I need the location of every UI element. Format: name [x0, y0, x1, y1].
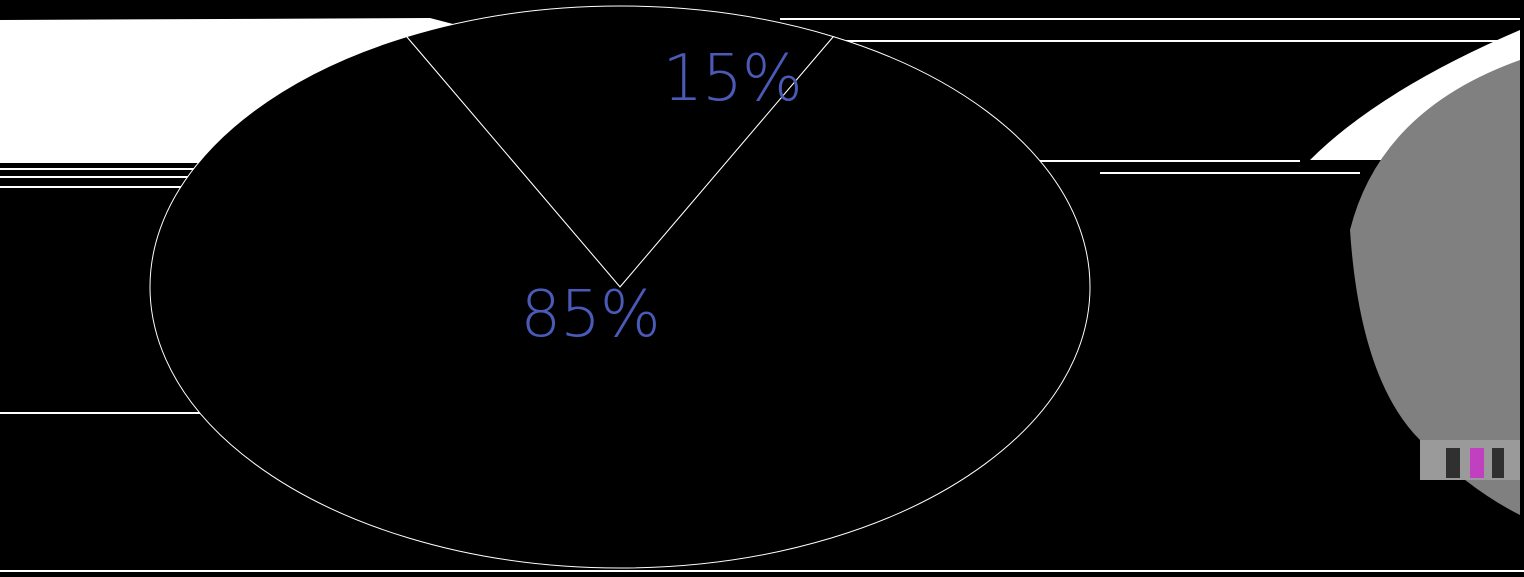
dark-glitch-bar — [1492, 448, 1504, 478]
dark-glitch-bar — [1446, 448, 1460, 478]
magenta-glitch-bar — [1470, 448, 1484, 478]
white-glitch-line — [1100, 172, 1360, 174]
slice-percentage-label: 15% — [662, 42, 801, 116]
pie-labels: 15% 85% — [520, 42, 802, 352]
gray-side-panel — [1350, 60, 1520, 515]
white-glitch-line — [0, 570, 1524, 572]
white-glitch-line — [0, 28, 420, 30]
white-glitch-line — [800, 40, 1520, 42]
pie-slices — [149, 5, 1091, 569]
white-glitch-line — [950, 160, 1300, 162]
slice-percentage-label: 85% — [520, 278, 659, 352]
white-glitch-line — [780, 18, 1520, 20]
pie-slice-large — [149, 36, 1091, 569]
pie-slice-small — [405, 5, 835, 288]
